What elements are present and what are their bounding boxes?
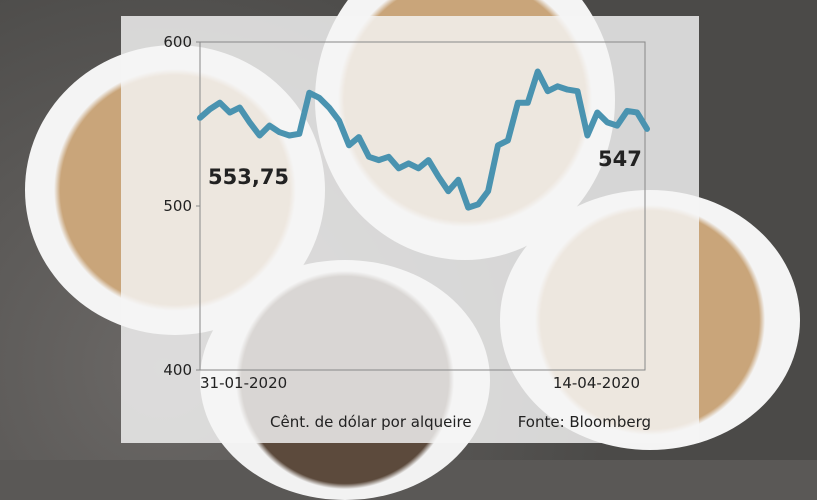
y-tick-label: 500: [163, 197, 192, 215]
unit-note: Cênt. de dólar por alqueire: [270, 413, 472, 431]
x-tick-label: 14-04-2020: [553, 374, 640, 392]
price-line: [197, 68, 650, 211]
start-value-label: 553,75: [208, 165, 289, 189]
chart-panel: [121, 16, 699, 443]
y-tick-label: 400: [163, 361, 192, 379]
end-value-label: 547: [598, 147, 642, 171]
y-tick-label: 600: [163, 33, 192, 51]
source-note: Fonte: Bloomberg: [518, 413, 651, 431]
x-tick-label: 31-01-2020: [200, 374, 287, 392]
chart: 600 500 400 31-01-2020 14-04-2020 553,75 5…: [163, 33, 651, 431]
